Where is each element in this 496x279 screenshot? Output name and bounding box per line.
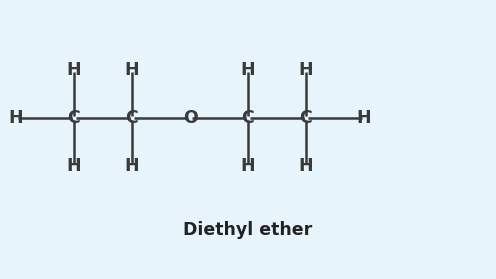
Text: Diethyl ether: Diethyl ether xyxy=(184,221,312,239)
Text: C: C xyxy=(300,109,312,127)
Text: H: H xyxy=(241,157,255,175)
Text: H: H xyxy=(66,157,81,175)
Text: H: H xyxy=(357,109,372,127)
Text: H: H xyxy=(124,157,139,175)
Text: H: H xyxy=(241,61,255,79)
Text: C: C xyxy=(125,109,138,127)
Text: H: H xyxy=(299,157,313,175)
Text: H: H xyxy=(124,61,139,79)
Text: C: C xyxy=(67,109,80,127)
Text: O: O xyxy=(183,109,197,127)
Text: H: H xyxy=(299,61,313,79)
Text: H: H xyxy=(9,109,23,127)
Text: C: C xyxy=(242,109,254,127)
Text: H: H xyxy=(66,61,81,79)
